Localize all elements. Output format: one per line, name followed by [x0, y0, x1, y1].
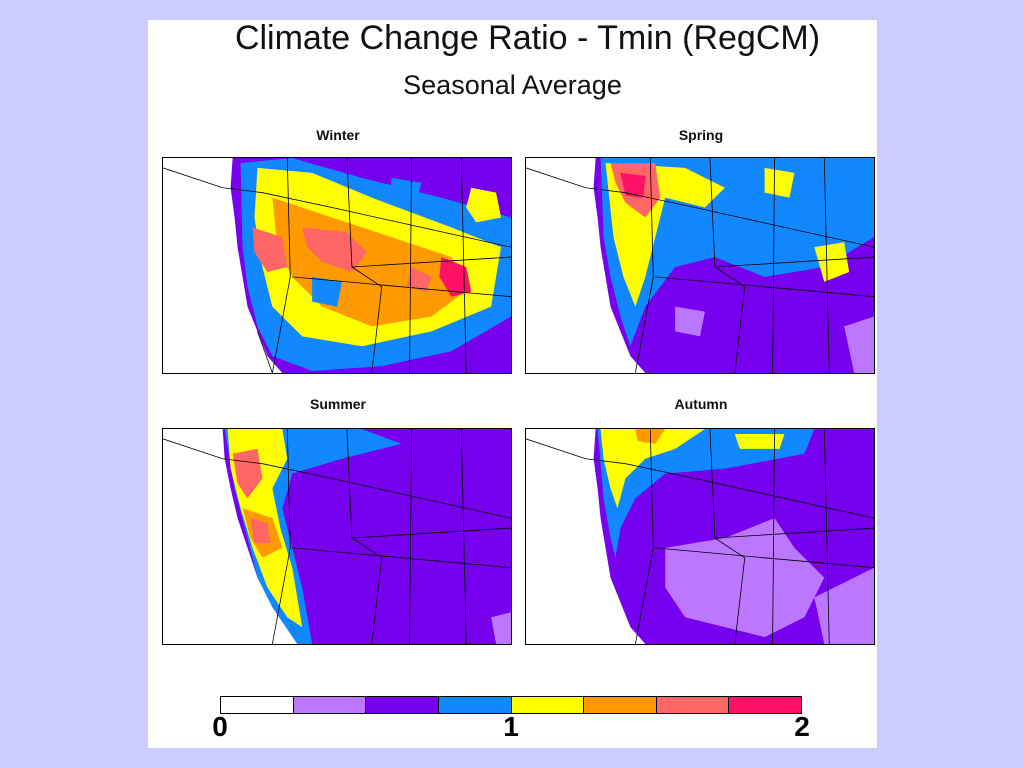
map-autumn-graphic	[526, 429, 874, 644]
panel-label-spring: Spring	[678, 127, 724, 143]
map-summer	[162, 428, 512, 645]
colorbar-swatch	[293, 697, 367, 713]
slide-subtitle: Seasonal Average	[403, 70, 622, 100]
map-spring-graphic	[526, 158, 874, 373]
colorbar-swatch	[221, 697, 294, 713]
map-winter	[162, 157, 512, 374]
colorbar-swatch	[438, 697, 512, 713]
colorbar-tick-label: 2	[794, 711, 810, 742]
slide-title: Climate Change Ratio - Tmin (RegCM)	[234, 19, 821, 57]
panel-label-summer: Summer	[309, 396, 367, 412]
panel-label-winter: Winter	[316, 127, 360, 143]
map-winter-graphic	[163, 158, 511, 373]
colorbar-tick-label: 0	[212, 711, 228, 742]
colorbar-swatch	[656, 697, 730, 713]
map-spring	[525, 157, 875, 374]
panel-label-autumn: Autumn	[674, 396, 728, 412]
map-autumn	[525, 428, 875, 645]
slide: Climate Change Ratio - Tmin (RegCM) Seas…	[148, 20, 877, 748]
colorbar-swatch	[729, 697, 801, 713]
map-summer-graphic	[163, 429, 511, 644]
colorbar-tick-label: 1	[503, 711, 519, 742]
colorbar-swatch	[584, 697, 657, 713]
colorbar-swatch	[511, 697, 585, 713]
colorbar-swatch	[366, 697, 439, 713]
colorbar	[220, 696, 802, 714]
